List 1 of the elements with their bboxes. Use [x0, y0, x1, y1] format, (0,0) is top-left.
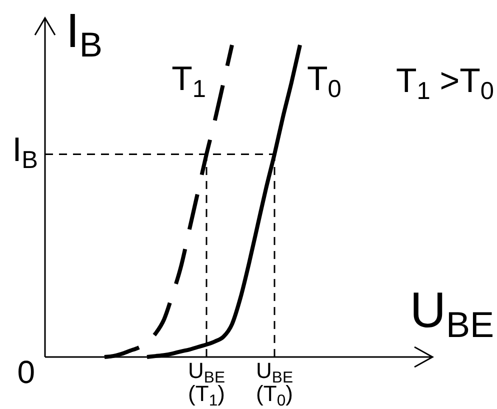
text: 0	[17, 354, 35, 390]
